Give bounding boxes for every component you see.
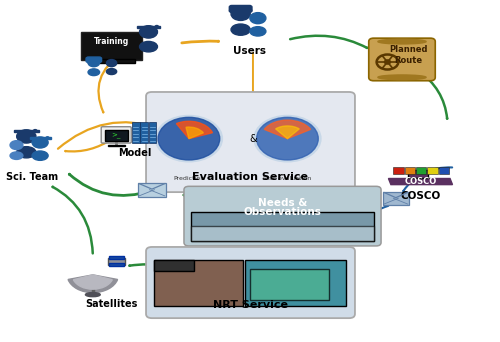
Text: Planned
Route: Planned Route <box>390 45 428 65</box>
Circle shape <box>254 116 321 162</box>
Wedge shape <box>68 275 117 293</box>
Text: Sci. Team: Sci. Team <box>6 172 59 182</box>
Ellipse shape <box>378 75 426 80</box>
FancyBboxPatch shape <box>101 127 132 143</box>
Circle shape <box>140 26 158 38</box>
Text: Users: Users <box>233 45 266 56</box>
Circle shape <box>46 137 49 139</box>
FancyBboxPatch shape <box>146 247 355 318</box>
FancyBboxPatch shape <box>368 38 436 81</box>
FancyBboxPatch shape <box>383 192 408 205</box>
FancyBboxPatch shape <box>184 186 381 246</box>
Text: COSCO: COSCO <box>400 192 440 201</box>
Text: Model: Model <box>118 148 152 158</box>
Text: Prediction: Prediction <box>174 175 204 181</box>
Circle shape <box>384 60 390 64</box>
Circle shape <box>155 26 158 28</box>
FancyBboxPatch shape <box>138 183 166 197</box>
Ellipse shape <box>106 68 117 75</box>
FancyBboxPatch shape <box>108 145 125 146</box>
Text: &: & <box>249 134 257 144</box>
Polygon shape <box>388 179 452 185</box>
Text: Evaluation Service: Evaluation Service <box>192 172 308 182</box>
FancyBboxPatch shape <box>230 5 252 12</box>
Ellipse shape <box>230 9 252 11</box>
Ellipse shape <box>250 27 266 36</box>
Wedge shape <box>264 120 310 139</box>
FancyBboxPatch shape <box>108 263 124 266</box>
Wedge shape <box>74 275 112 289</box>
Circle shape <box>156 116 222 162</box>
FancyBboxPatch shape <box>140 122 148 143</box>
FancyBboxPatch shape <box>250 269 330 300</box>
FancyBboxPatch shape <box>154 260 194 271</box>
FancyBboxPatch shape <box>108 258 125 265</box>
Ellipse shape <box>231 24 250 35</box>
Circle shape <box>158 117 220 160</box>
Text: NRT Service: NRT Service <box>213 300 288 310</box>
FancyBboxPatch shape <box>108 256 124 259</box>
Ellipse shape <box>140 41 158 52</box>
FancyBboxPatch shape <box>244 260 346 305</box>
Ellipse shape <box>88 69 100 76</box>
Ellipse shape <box>378 39 426 44</box>
Ellipse shape <box>86 293 100 297</box>
Circle shape <box>10 141 23 149</box>
Ellipse shape <box>87 60 101 61</box>
Circle shape <box>16 130 36 143</box>
Text: >_: >_ <box>112 132 120 138</box>
Text: Observations: Observations <box>244 207 322 217</box>
FancyBboxPatch shape <box>404 167 415 174</box>
FancyBboxPatch shape <box>137 26 160 28</box>
FancyBboxPatch shape <box>30 137 50 139</box>
Ellipse shape <box>32 151 48 160</box>
FancyBboxPatch shape <box>154 260 243 305</box>
FancyBboxPatch shape <box>148 122 156 143</box>
Circle shape <box>256 117 318 160</box>
FancyBboxPatch shape <box>104 130 128 141</box>
Text: Training: Training <box>94 38 129 47</box>
FancyBboxPatch shape <box>86 57 102 63</box>
Circle shape <box>106 60 117 67</box>
FancyBboxPatch shape <box>394 167 404 174</box>
Circle shape <box>231 7 250 21</box>
FancyBboxPatch shape <box>14 130 39 132</box>
FancyBboxPatch shape <box>88 58 134 63</box>
Text: Needs &: Needs & <box>258 198 307 208</box>
FancyBboxPatch shape <box>438 167 449 174</box>
FancyBboxPatch shape <box>416 167 426 174</box>
FancyBboxPatch shape <box>81 32 142 60</box>
FancyBboxPatch shape <box>132 122 140 143</box>
Text: Satellites: Satellites <box>86 299 138 309</box>
FancyBboxPatch shape <box>408 170 428 179</box>
FancyBboxPatch shape <box>192 212 374 241</box>
Ellipse shape <box>16 147 36 158</box>
Wedge shape <box>186 127 204 139</box>
FancyBboxPatch shape <box>192 226 374 241</box>
Wedge shape <box>276 126 299 139</box>
Circle shape <box>32 137 48 148</box>
FancyBboxPatch shape <box>428 167 438 174</box>
Wedge shape <box>176 121 212 139</box>
Ellipse shape <box>10 152 23 159</box>
Text: Risk evaluation: Risk evaluation <box>264 175 312 181</box>
Text: COSCO: COSCO <box>404 177 436 186</box>
Circle shape <box>250 13 266 24</box>
Circle shape <box>34 130 37 132</box>
FancyBboxPatch shape <box>146 92 355 192</box>
Circle shape <box>88 59 100 67</box>
